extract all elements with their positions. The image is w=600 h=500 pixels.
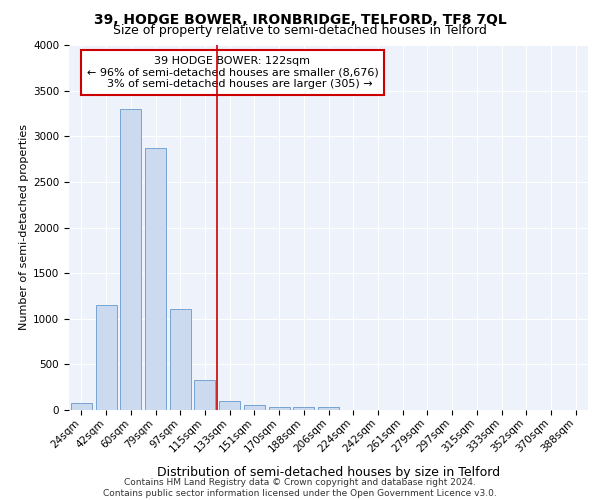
Bar xyxy=(95,305,116,410)
Text: 39, HODGE BOWER, IRONBRIDGE, TELFORD, TF8 7QL: 39, HODGE BOWER, IRONBRIDGE, TELFORD, TF… xyxy=(94,12,506,26)
X-axis label: Distribution of semi-detached houses by size in Telford: Distribution of semi-detached houses by … xyxy=(157,466,500,478)
Bar xyxy=(244,406,265,410)
Text: Contains HM Land Registry data © Crown copyright and database right 2024.
Contai: Contains HM Land Registry data © Crown c… xyxy=(103,478,497,498)
Bar xyxy=(269,408,290,410)
Bar xyxy=(318,408,339,410)
Y-axis label: Number of semi-detached properties: Number of semi-detached properties xyxy=(19,124,29,330)
Bar xyxy=(293,408,314,410)
Bar xyxy=(145,148,166,410)
Text: 39 HODGE BOWER: 122sqm
← 96% of semi-detached houses are smaller (8,676)
    3% : 39 HODGE BOWER: 122sqm ← 96% of semi-det… xyxy=(86,56,379,89)
Bar xyxy=(71,402,92,410)
Bar xyxy=(120,109,141,410)
Bar xyxy=(170,308,191,410)
Bar xyxy=(219,401,240,410)
Bar xyxy=(194,380,215,410)
Text: Size of property relative to semi-detached houses in Telford: Size of property relative to semi-detach… xyxy=(113,24,487,37)
